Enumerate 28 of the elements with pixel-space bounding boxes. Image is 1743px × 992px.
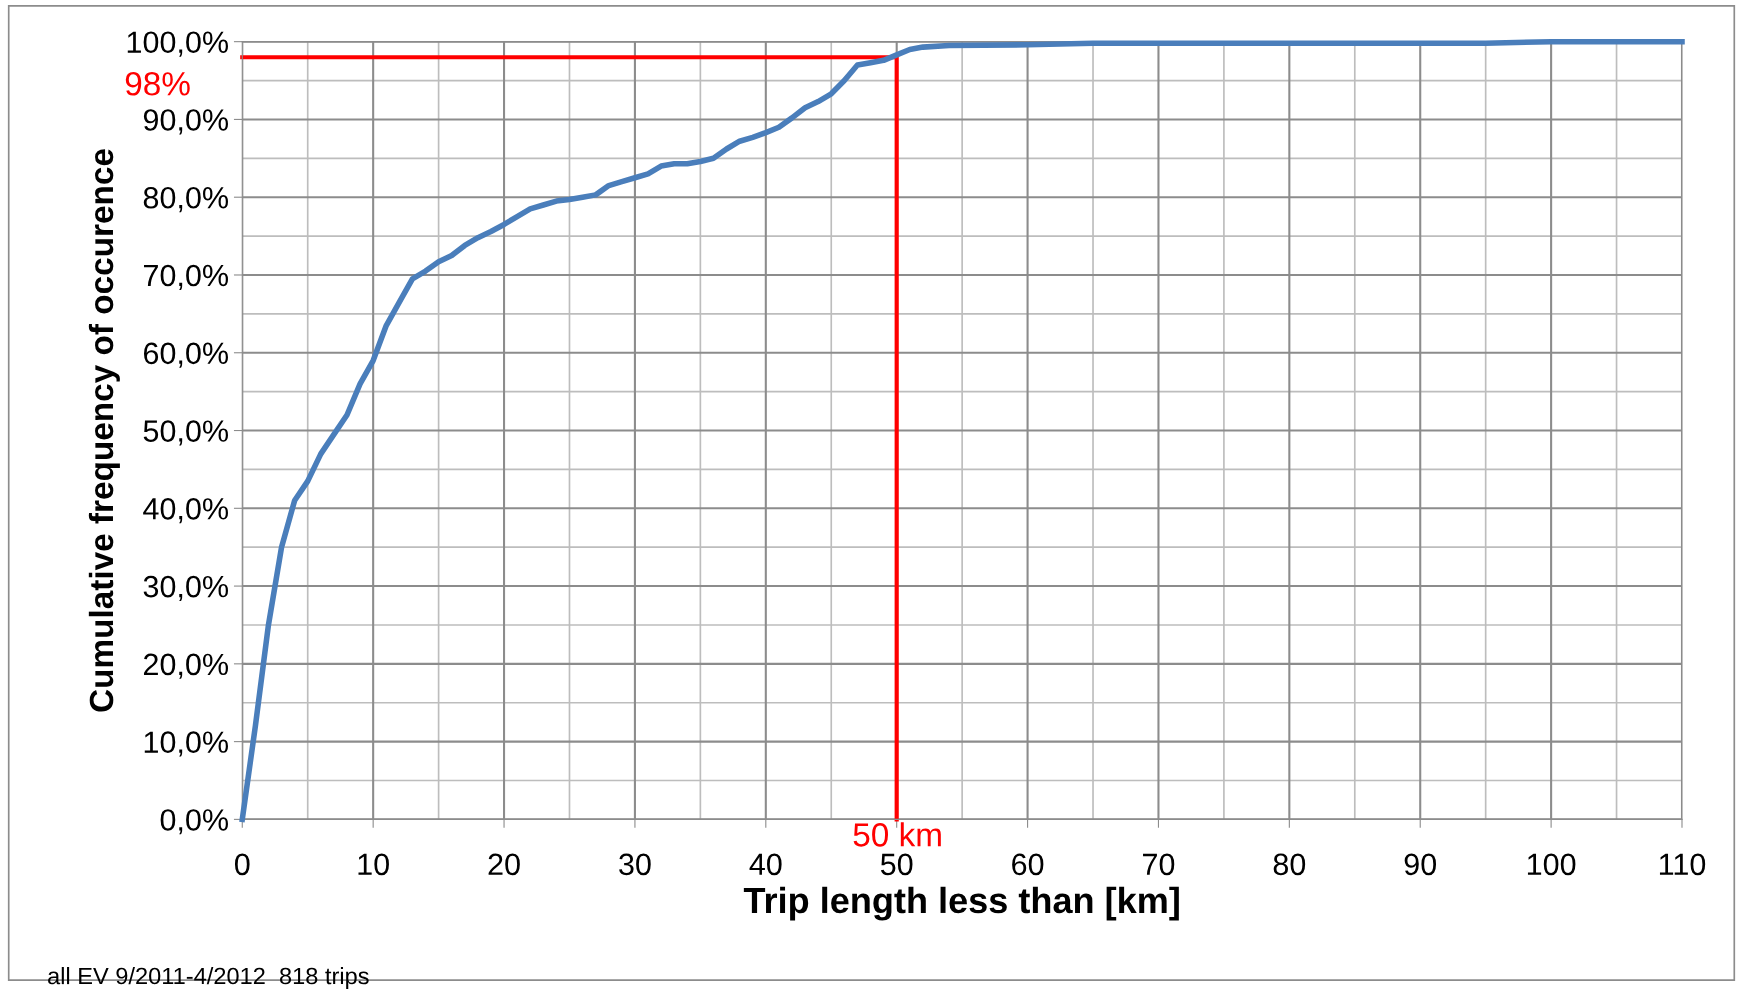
x-tick-label: 40 <box>749 853 782 876</box>
y-tick-label: 100,0% <box>127 31 228 57</box>
y-tick-label: 10,0% <box>144 731 228 757</box>
x-tick-label: 0 <box>234 853 250 876</box>
y-tick-label: 70,0% <box>144 264 228 290</box>
x-tick-label: 10 <box>358 853 389 876</box>
y-tick-label: 20,0% <box>143 653 228 679</box>
x-tick-label: 100 <box>1527 853 1576 876</box>
x-tick-label: 90 <box>1404 853 1437 876</box>
y-tick-label: 50,0% <box>143 420 228 446</box>
text: all EV 9/2011-4/2012 818 trips <box>48 967 369 990</box>
annotation: 50 km <box>853 822 941 847</box>
y-axis-title: Cumulative frequency of occurence <box>88 149 120 712</box>
x-tick-label: 70 <box>1143 853 1175 876</box>
y-tick-label: 0,0% <box>160 809 228 835</box>
y-tick-label: 80,0% <box>143 186 228 213</box>
x-tick-label: 80 <box>1273 853 1306 876</box>
y-tick-label: 90,0% <box>143 109 228 135</box>
y-tick-label: 60,0% <box>144 342 228 368</box>
x-tick-label: 20 <box>488 853 520 876</box>
x-tick-label: 50 <box>880 853 913 876</box>
x-tick-label: 30 <box>619 853 651 876</box>
annotation: 98% <box>125 71 190 96</box>
x-tick-label: 60 <box>1012 853 1044 876</box>
y-tick-label: 30,0% <box>143 575 228 602</box>
x-tick-label: 110 <box>1659 853 1706 876</box>
x-axis-title: Trip length less than [km] <box>743 886 1179 921</box>
y-tick-label: 40,0% <box>143 498 228 524</box>
